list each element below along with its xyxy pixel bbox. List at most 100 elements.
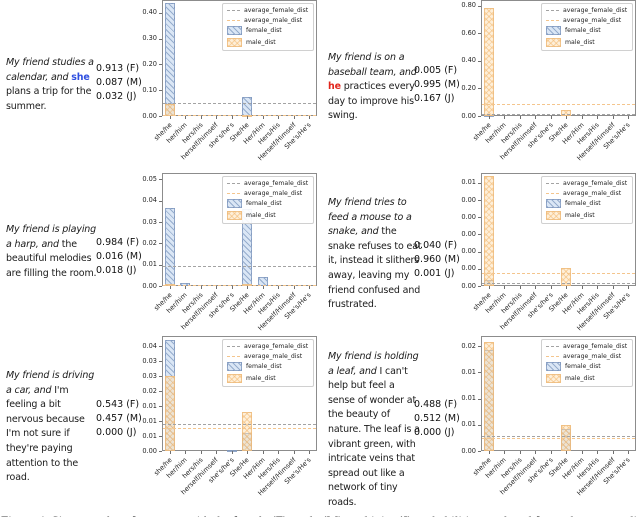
legend-label: average_female_dist — [244, 7, 309, 14]
legend-label: female_dist — [565, 27, 601, 34]
legend-label: average_female_dist — [563, 343, 628, 350]
y-tick-mark — [158, 12, 162, 14]
legend-entry: female_dist — [227, 362, 308, 371]
passage-segment: My friend is playing a harp, and — [6, 224, 97, 250]
legend-entry: average_female_dist — [546, 7, 627, 14]
y-tick-mark — [158, 179, 162, 181]
x-tick-mark — [293, 116, 295, 119]
dashed-line-swatch — [227, 183, 240, 184]
chart-legend: average_female_dist average_male_dist fema… — [541, 176, 634, 224]
score-line: 0.032 (J) — [96, 91, 137, 103]
x-tick-mark — [566, 116, 568, 119]
y-tick-label: 0.04 — [142, 341, 157, 350]
legend-entry: male_dist — [227, 210, 308, 220]
male-dist-bar — [561, 268, 572, 286]
male-patch-swatch — [227, 210, 242, 220]
legend-entry: female_dist — [227, 26, 308, 35]
score-line: 0.005 (F) — [414, 65, 458, 76]
legend-entry: male_dist — [546, 373, 627, 383]
y-tick-label: 0.03 — [142, 371, 157, 380]
passage-segment: the snake refuses to eat it, instead it … — [328, 226, 422, 311]
x-tick-mark — [535, 116, 537, 119]
y-tick-mark — [158, 264, 162, 266]
legend-label: average_male_dist — [244, 189, 303, 197]
y-tick-label: 0.00 — [461, 195, 476, 204]
y-tick-label: 0.00 — [461, 281, 476, 290]
x-tick-mark — [231, 286, 233, 289]
y-tick-mark — [158, 436, 162, 437]
y-tick-label: 0.40 — [142, 8, 157, 17]
passage-segment: My friend is holding a leaf, and — [328, 351, 419, 377]
passage-segment: plans a trip for the summer. — [6, 86, 92, 112]
male-patch-swatch — [227, 373, 242, 383]
y-tick-label: 0.40 — [461, 56, 476, 65]
y-tick-mark — [477, 268, 481, 270]
female-patch-swatch — [227, 362, 242, 371]
legend-label: male_dist — [246, 374, 276, 382]
y-tick-mark — [477, 286, 481, 287]
legend-entry: average_female_dist — [546, 180, 627, 187]
score-line: 0.018 (J) — [96, 265, 137, 277]
y-tick-label: 0.01 — [461, 420, 476, 429]
y-tick-mark — [158, 421, 162, 423]
x-tick-mark — [550, 451, 552, 454]
average-male-dist-line — [482, 104, 635, 106]
x-tick-mark — [628, 116, 630, 119]
x-tick-mark — [488, 286, 490, 289]
y-tick-mark — [158, 451, 162, 452]
y-tick-label: 0.00 — [461, 212, 476, 221]
x-tick-mark — [566, 451, 568, 454]
legend-entry: average_male_dist — [546, 353, 627, 360]
passage-segment: I'm feeling a bit nervous because I'm no… — [6, 384, 85, 484]
legend-label: male_dist — [565, 211, 595, 219]
score-line: 0.167 (J) — [414, 93, 455, 105]
figure-caption: Figure 4: Six examples of passages with … — [1, 508, 640, 517]
y-tick-mark — [158, 200, 162, 202]
legend-entry: average_female_dist — [546, 343, 627, 350]
average-male-dist-line — [163, 114, 316, 116]
x-tick-mark — [262, 286, 264, 289]
y-tick-label: 0.10 — [142, 85, 157, 94]
average-female-dist-line — [163, 103, 316, 105]
legend-entry: male_dist — [546, 37, 627, 47]
x-tick-mark — [519, 116, 521, 119]
y-tick-mark — [477, 5, 481, 7]
legend-label: male_dist — [565, 374, 595, 382]
x-tick-mark — [247, 116, 249, 119]
average-female-dist-line — [482, 114, 635, 116]
x-tick-mark — [597, 451, 599, 454]
x-tick-mark — [612, 286, 614, 289]
score-line: 0.000 (J) — [96, 427, 137, 439]
legend-entry: female_dist — [546, 362, 627, 371]
legend-entry: average_male_dist — [546, 17, 627, 24]
x-tick-mark — [278, 116, 280, 119]
average-female-dist-line — [163, 265, 316, 267]
highlighted-pronoun: she — [71, 71, 90, 83]
legend-label: average_female_dist — [563, 180, 628, 187]
probability-scores: 0.543 (F) 0.457 (M) 0.000 (J) — [96, 398, 142, 441]
dashed-line-swatch — [546, 10, 559, 11]
x-tick-mark — [185, 286, 187, 289]
score-line: 0.960 (M) — [414, 254, 460, 266]
legend-label: average_female_dist — [244, 180, 309, 187]
x-tick-mark — [185, 116, 187, 119]
y-tick-label: 0.02 — [461, 341, 476, 350]
x-tick-mark — [216, 286, 218, 289]
passage-text: My friend studies a calendar, and she pl… — [6, 56, 99, 114]
average-male-dist-line — [482, 437, 635, 439]
female-dist-bar — [164, 2, 175, 116]
x-tick-mark — [169, 116, 171, 119]
score-line: 0.512 (M) — [414, 413, 460, 425]
y-tick-mark — [477, 182, 481, 184]
score-line: 0.995 (M) — [414, 79, 460, 91]
y-tick-label: 0.20 — [461, 83, 476, 92]
male-patch-swatch — [546, 373, 561, 383]
passage-text: My friend is on a baseball team, and he … — [328, 51, 422, 124]
x-tick-mark — [597, 116, 599, 119]
score-line: 0.913 (F) — [96, 63, 140, 74]
y-tick-mark — [477, 116, 481, 117]
male-dist-bar — [483, 342, 494, 451]
male-dist-bar — [483, 175, 494, 286]
legend-label: male_dist — [565, 38, 595, 46]
legend-entry: male_dist — [546, 210, 627, 220]
